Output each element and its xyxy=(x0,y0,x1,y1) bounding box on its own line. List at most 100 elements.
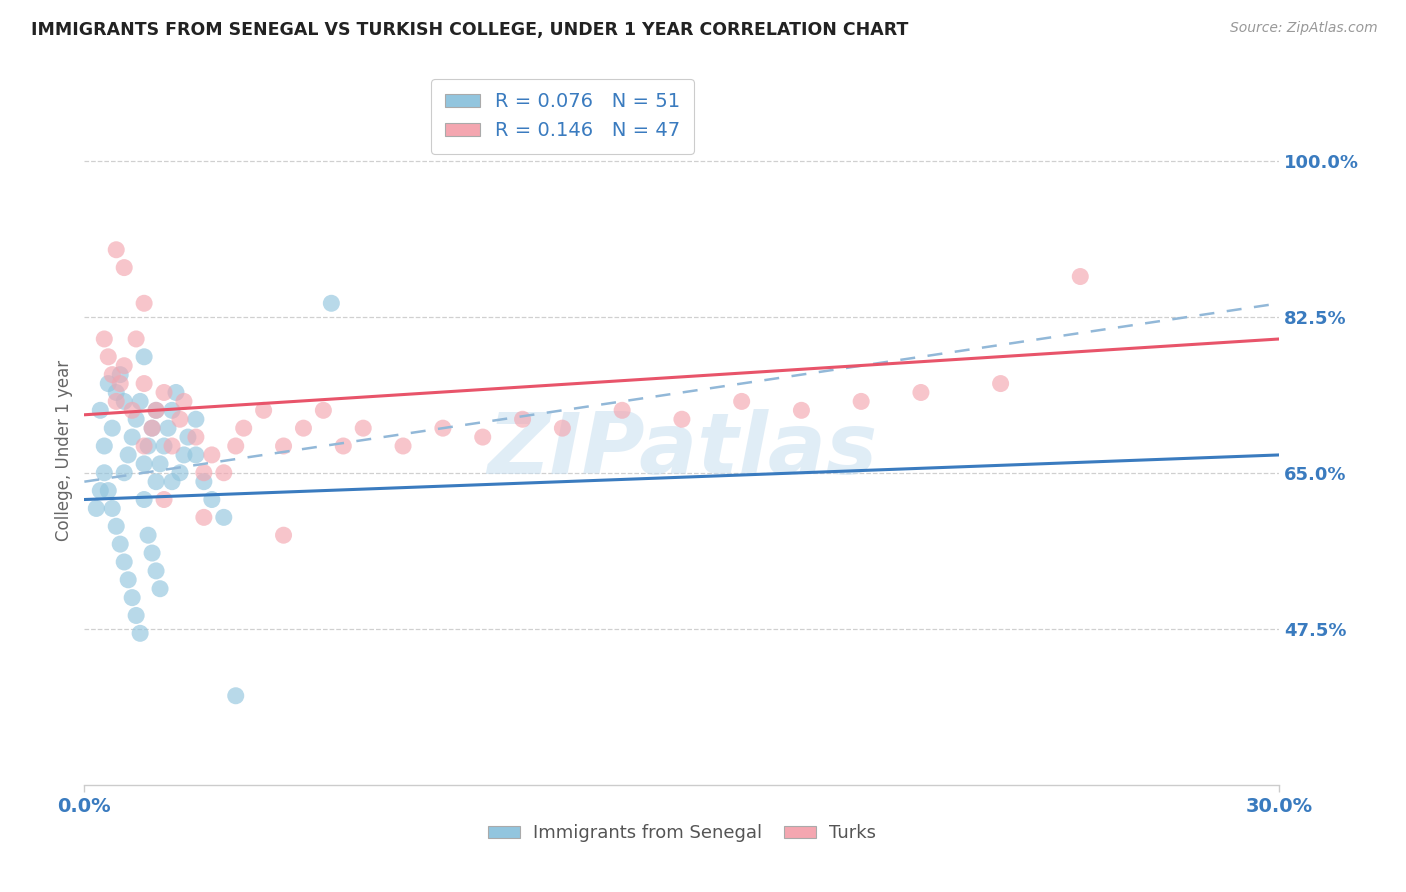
Point xyxy=(141,421,163,435)
Point xyxy=(273,528,295,542)
Point xyxy=(129,394,152,409)
Point xyxy=(101,368,124,382)
Point xyxy=(612,403,634,417)
Point xyxy=(225,439,247,453)
Point xyxy=(851,394,873,409)
Point xyxy=(110,376,132,391)
Point xyxy=(253,403,276,417)
Point xyxy=(105,394,128,409)
Point xyxy=(201,492,224,507)
Point xyxy=(173,448,195,462)
Point xyxy=(97,376,120,391)
Point xyxy=(671,412,693,426)
Point xyxy=(125,412,148,426)
Legend: Immigrants from Senegal, Turks: Immigrants from Senegal, Turks xyxy=(481,817,883,849)
Point xyxy=(790,403,813,417)
Point xyxy=(93,466,115,480)
Point xyxy=(731,394,754,409)
Point xyxy=(110,368,132,382)
Point xyxy=(321,296,343,310)
Point xyxy=(432,421,454,435)
Point xyxy=(132,296,156,310)
Point xyxy=(149,457,172,471)
Point xyxy=(145,564,167,578)
Point xyxy=(193,510,215,524)
Point xyxy=(105,385,128,400)
Point xyxy=(125,332,148,346)
Point xyxy=(201,448,224,462)
Point xyxy=(132,376,156,391)
Point xyxy=(160,403,183,417)
Text: Source: ZipAtlas.com: Source: ZipAtlas.com xyxy=(1230,21,1378,36)
Point xyxy=(112,394,135,409)
Point xyxy=(193,475,215,489)
Point xyxy=(169,466,191,480)
Text: IMMIGRANTS FROM SENEGAL VS TURKISH COLLEGE, UNDER 1 YEAR CORRELATION CHART: IMMIGRANTS FROM SENEGAL VS TURKISH COLLE… xyxy=(31,21,908,39)
Point xyxy=(105,243,128,257)
Point xyxy=(121,403,143,417)
Point xyxy=(89,403,111,417)
Point xyxy=(110,537,132,551)
Point xyxy=(225,689,247,703)
Point xyxy=(193,466,215,480)
Point xyxy=(169,412,191,426)
Point xyxy=(101,501,124,516)
Point xyxy=(112,466,135,480)
Point xyxy=(112,359,135,373)
Point xyxy=(312,403,335,417)
Text: ZIPatlas: ZIPatlas xyxy=(486,409,877,492)
Point xyxy=(93,439,115,453)
Point xyxy=(990,376,1012,391)
Point xyxy=(153,385,176,400)
Point xyxy=(160,475,183,489)
Point xyxy=(97,483,120,498)
Point xyxy=(93,332,115,346)
Point xyxy=(273,439,295,453)
Point xyxy=(136,528,159,542)
Point xyxy=(160,439,183,453)
Point xyxy=(132,457,156,471)
Point xyxy=(112,260,135,275)
Point xyxy=(132,350,156,364)
Point xyxy=(141,421,163,435)
Point xyxy=(86,501,108,516)
Point xyxy=(145,403,167,417)
Point xyxy=(352,421,374,435)
Point xyxy=(153,492,176,507)
Point xyxy=(149,582,172,596)
Point xyxy=(471,430,494,444)
Point xyxy=(173,394,195,409)
Point xyxy=(145,475,167,489)
Point xyxy=(105,519,128,533)
Point xyxy=(392,439,415,453)
Point xyxy=(117,448,139,462)
Point xyxy=(177,430,200,444)
Point xyxy=(232,421,254,435)
Point xyxy=(551,421,574,435)
Point xyxy=(153,439,176,453)
Point xyxy=(212,466,235,480)
Point xyxy=(332,439,354,453)
Point xyxy=(910,385,932,400)
Point xyxy=(89,483,111,498)
Point xyxy=(212,510,235,524)
Point xyxy=(97,350,120,364)
Point xyxy=(132,439,156,453)
Point xyxy=(121,591,143,605)
Y-axis label: College, Under 1 year: College, Under 1 year xyxy=(55,359,73,541)
Point xyxy=(101,421,124,435)
Point xyxy=(292,421,315,435)
Point xyxy=(184,430,207,444)
Point xyxy=(512,412,534,426)
Point xyxy=(1069,269,1091,284)
Point xyxy=(141,546,163,560)
Point xyxy=(125,608,148,623)
Point xyxy=(117,573,139,587)
Point xyxy=(157,421,180,435)
Point xyxy=(129,626,152,640)
Point xyxy=(136,439,159,453)
Point xyxy=(145,403,167,417)
Point xyxy=(184,412,207,426)
Point xyxy=(132,492,156,507)
Point xyxy=(184,448,207,462)
